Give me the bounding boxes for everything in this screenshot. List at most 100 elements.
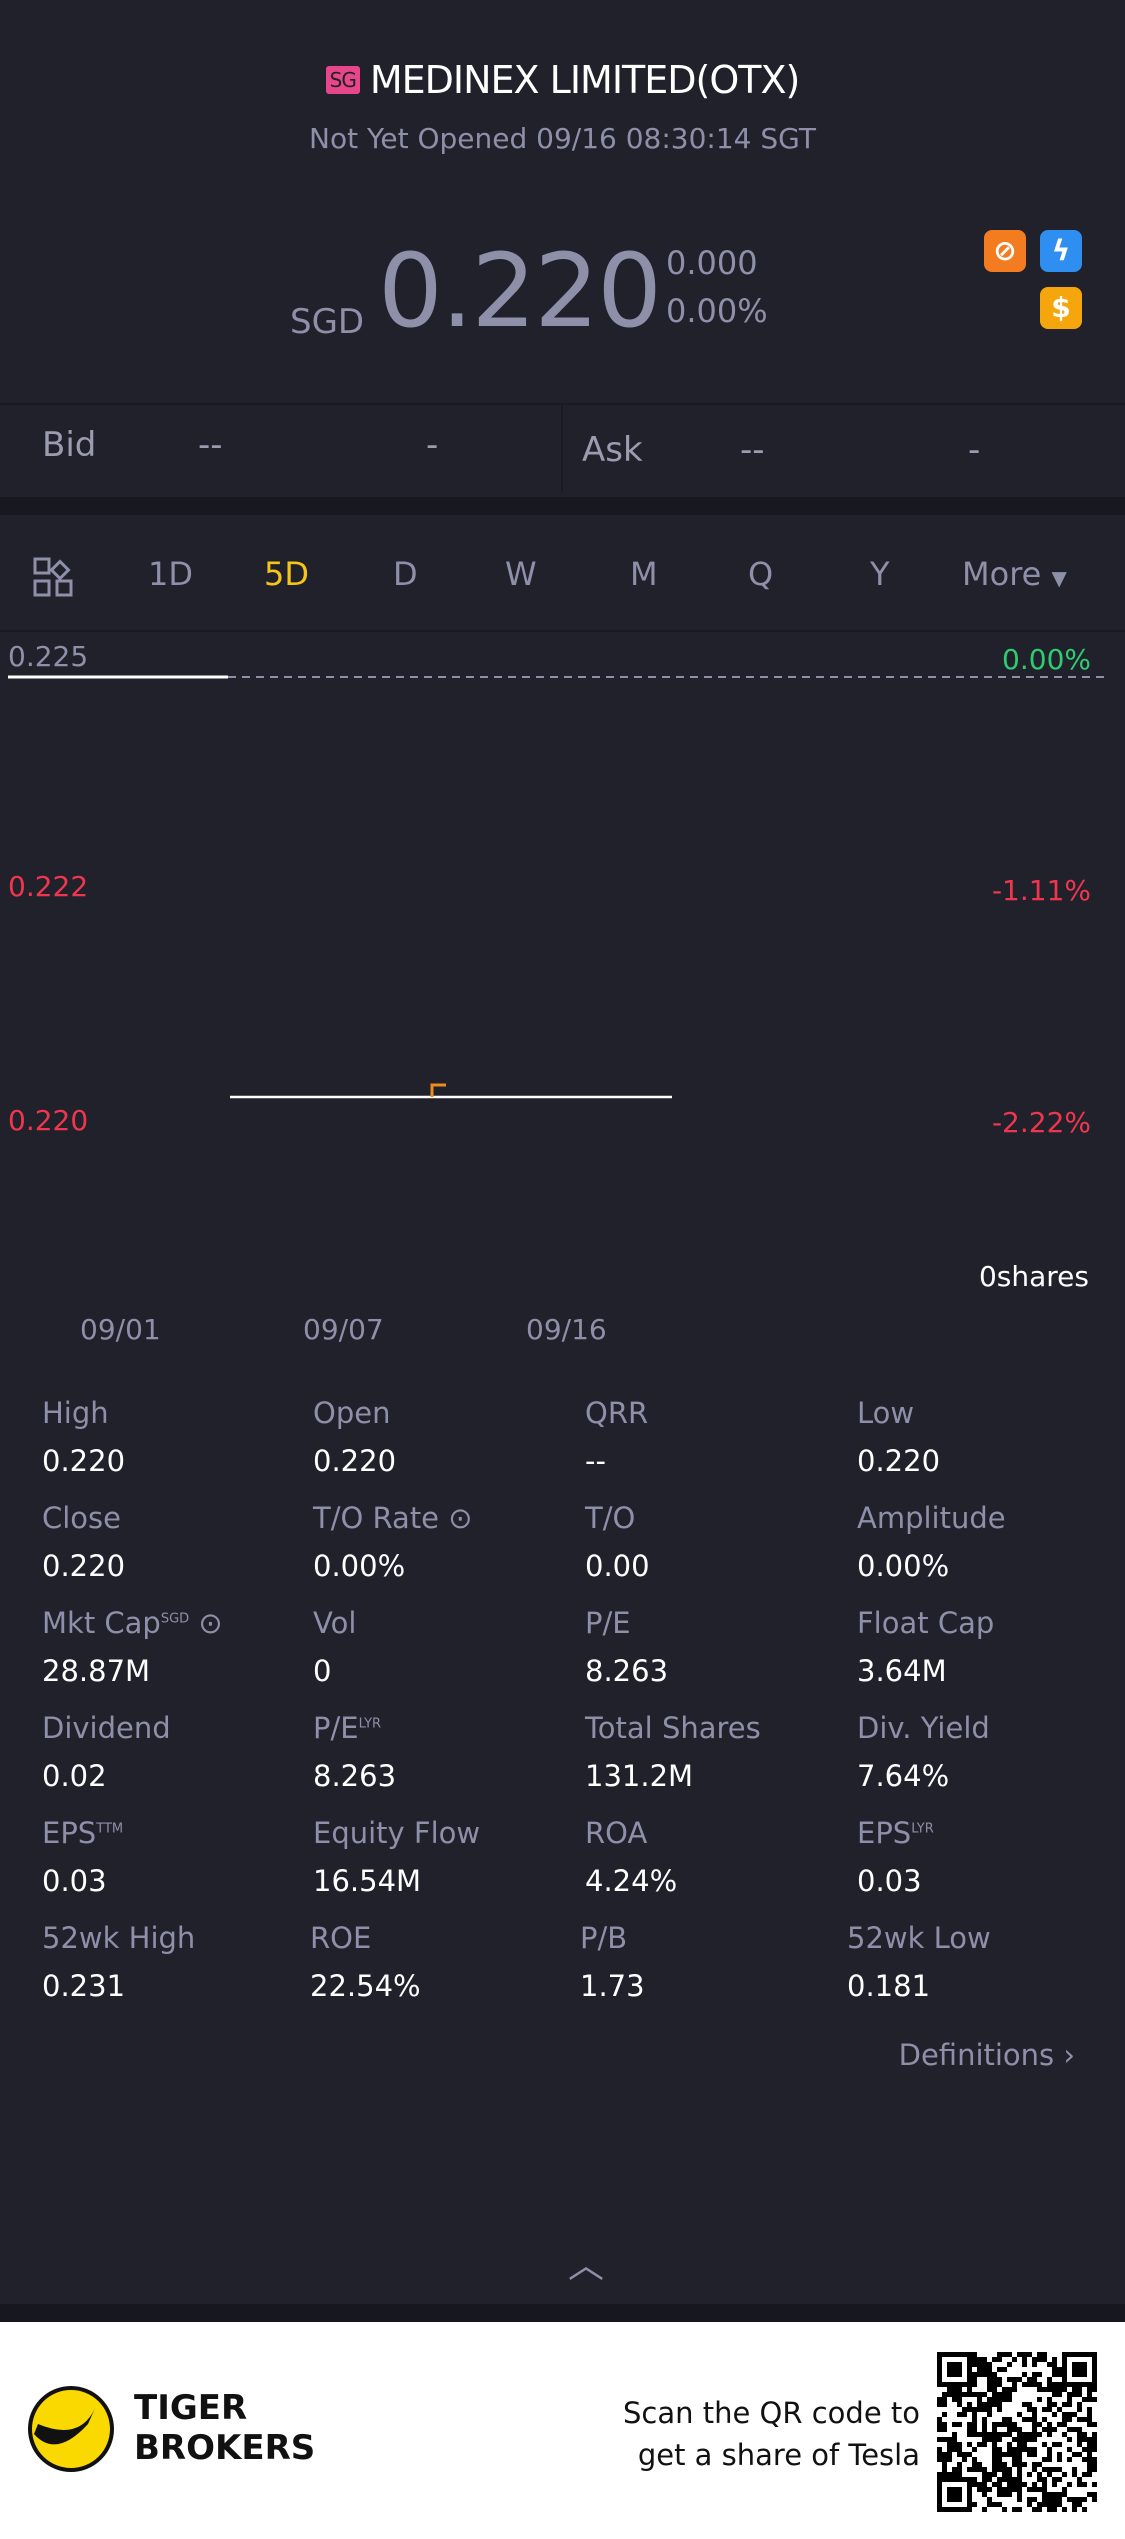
stat-value: 3.64M xyxy=(857,1654,947,1688)
tab-w[interactable]: W xyxy=(505,555,537,593)
promo-line: Scan the QR code to xyxy=(623,2396,920,2430)
market-badge: SG xyxy=(325,66,360,94)
stat-label: EPSLYR xyxy=(857,1816,934,1850)
tab-5d[interactable]: 5D xyxy=(264,555,309,593)
tab-more[interactable]: More ▼ xyxy=(962,555,1067,593)
qr-code[interactable] xyxy=(937,2352,1097,2512)
stat-value: 4.24% xyxy=(585,1864,678,1898)
stat-label: ROA xyxy=(585,1816,647,1850)
stat-label-sup: TTM xyxy=(96,1821,124,1837)
stat-label-text: High xyxy=(42,1396,109,1430)
stat-value: 0.220 xyxy=(857,1444,941,1478)
promo-line: get a share of Tesla xyxy=(637,2438,920,2472)
y-label: 0.225 xyxy=(8,640,89,673)
promo-text: Scan the QR code to get a share of Tesla xyxy=(623,2392,920,2476)
y-label: 0.220 xyxy=(8,1104,89,1137)
chevron-right-icon: › xyxy=(1063,2038,1075,2072)
stat-label: QRR xyxy=(585,1396,648,1430)
market-status: Not Yet Opened 09/16 08:30:14 SGT xyxy=(309,122,816,155)
stat-label-sup: LYR xyxy=(911,1821,934,1837)
stat-value: 0.03 xyxy=(42,1864,107,1898)
stat-value: 0.220 xyxy=(42,1444,126,1478)
divider xyxy=(561,405,563,493)
stat-label-text: QRR xyxy=(585,1396,649,1430)
stat-value: 0.03 xyxy=(857,1864,922,1898)
definitions-link[interactable]: Definitions › xyxy=(899,2038,1075,2072)
divider xyxy=(0,630,1125,632)
info-icon[interactable]: ⊙ xyxy=(189,1606,223,1640)
stat-value: 0.220 xyxy=(313,1444,397,1478)
stat-value: 0.00 xyxy=(585,1549,650,1583)
stat-label: Total Shares xyxy=(585,1711,761,1745)
stat-label: High xyxy=(42,1396,109,1430)
bid-ask-row xyxy=(0,403,1125,495)
dollar-icon[interactable]: $ xyxy=(1040,287,1082,329)
ask-price: -- xyxy=(740,430,765,470)
stat-value: 1.73 xyxy=(580,1969,645,2003)
bid-label: Bid xyxy=(42,425,97,465)
section-separator xyxy=(0,497,1125,515)
stat-label-text: EPS xyxy=(42,1816,97,1850)
stat-label: P/B xyxy=(580,1921,627,1955)
stat-label: Mkt CapSGD ⊙ xyxy=(42,1606,223,1640)
brand-line: BROKERS xyxy=(134,2428,316,2468)
no-short-icon[interactable]: ⊘ xyxy=(984,230,1026,272)
stat-value: 0.02 xyxy=(42,1759,107,1793)
stat-label: Float Cap xyxy=(857,1606,994,1640)
stat-label-text: P/B xyxy=(580,1921,628,1955)
stat-label-text: Close xyxy=(42,1501,121,1535)
price-change-pct: 0.00% xyxy=(666,292,768,330)
stat-label: Equity Flow xyxy=(313,1816,480,1850)
stock-title: SG MEDINEX LIMITED(OTX) xyxy=(0,58,1125,102)
tab-m[interactable]: M xyxy=(630,555,658,593)
stock-name: MEDINEX LIMITED(OTX) xyxy=(369,58,800,102)
price-change: 0.000 xyxy=(666,244,758,282)
stat-label: EPSTTM xyxy=(42,1816,123,1850)
stat-label: Open xyxy=(313,1396,390,1430)
stat-label-text: Amplitude xyxy=(857,1501,1006,1535)
stat-label-text: T/O xyxy=(585,1501,636,1535)
stat-value: 8.263 xyxy=(585,1654,669,1688)
stat-label-text: 52wk High xyxy=(42,1921,196,1955)
stat-value: -- xyxy=(585,1444,606,1478)
bid-size: - xyxy=(426,425,439,465)
stat-value: 0.231 xyxy=(42,1969,126,2003)
chart-layout-icon[interactable] xyxy=(32,556,74,602)
tab-d[interactable]: D xyxy=(393,555,418,593)
stat-label-text: Mkt Cap xyxy=(42,1606,161,1640)
lightning-level1-icon[interactable]: ϟ xyxy=(1040,230,1082,272)
pct-label: -1.11% xyxy=(991,874,1091,907)
pct-label: 0.00% xyxy=(1002,643,1091,676)
stat-label-text: Low xyxy=(857,1396,915,1430)
stat-value: 28.87M xyxy=(42,1654,151,1688)
stat-label-text: 52wk Low xyxy=(847,1921,991,1955)
stat-value: 0.220 xyxy=(42,1549,126,1583)
stat-value: 0.181 xyxy=(847,1969,931,2003)
volume-label: 0shares xyxy=(978,1260,1089,1293)
stat-value: 0.00% xyxy=(857,1549,950,1583)
stat-label: Dividend xyxy=(42,1711,171,1745)
last-price: 0.220 xyxy=(378,232,662,351)
stat-value: 131.2M xyxy=(585,1759,694,1793)
price-chart[interactable] xyxy=(0,632,1125,1312)
stat-label: Vol xyxy=(313,1606,356,1640)
tab-y[interactable]: Y xyxy=(870,555,890,593)
tab-q[interactable]: Q xyxy=(748,555,774,593)
chevron-up-icon[interactable]: ︿ xyxy=(568,2245,605,2286)
stat-label-text: ROE xyxy=(310,1921,372,1955)
stat-value: 8.263 xyxy=(313,1759,397,1793)
bid-price: -- xyxy=(198,425,223,465)
stat-label-text: Div. Yield xyxy=(857,1711,990,1745)
stat-label: 52wk High xyxy=(42,1921,195,1955)
info-icon[interactable]: ⊙ xyxy=(439,1501,473,1535)
stat-label-text: P/E xyxy=(585,1606,631,1640)
stat-label: Div. Yield xyxy=(857,1711,990,1745)
brand-name: TIGER BROKERS xyxy=(134,2388,315,2468)
stat-label: Amplitude xyxy=(857,1501,1006,1535)
stat-value: 0 xyxy=(313,1654,332,1688)
stat-label: Close xyxy=(42,1501,121,1535)
y-label: 0.222 xyxy=(8,870,89,903)
tab-1d[interactable]: 1D xyxy=(148,555,193,593)
tiger-logo-icon xyxy=(28,2386,114,2472)
stat-value: 0.00% xyxy=(313,1549,406,1583)
